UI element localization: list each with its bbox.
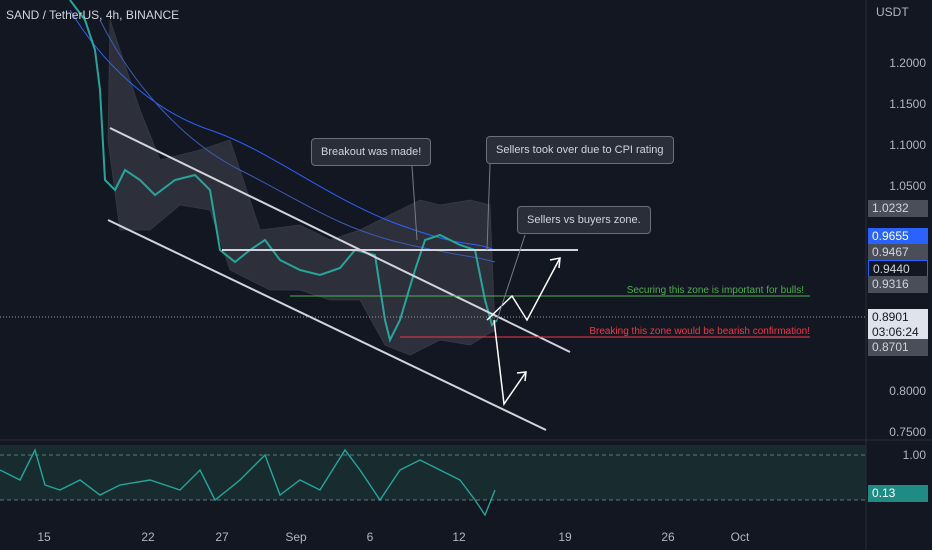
price-tick: 0.7500 <box>889 425 926 439</box>
currency: USDT <box>876 5 909 19</box>
price-line <box>69 0 498 343</box>
callout-pointer <box>411 165 418 241</box>
callout-pointer <box>496 234 526 321</box>
time-tick: 27 <box>215 530 229 544</box>
arrow-head <box>549 257 561 269</box>
time-tick: Oct <box>730 530 750 544</box>
time-tick: 26 <box>661 530 675 544</box>
callout-pointer <box>486 163 491 251</box>
rsi-badge: 0.13 <box>868 485 928 502</box>
annotation: Sellers vs buyers zone. <box>517 206 651 234</box>
price-badge: 1.0232 <box>868 200 928 217</box>
arrow-head <box>516 371 527 382</box>
price-tick: 1.2000 <box>889 56 926 70</box>
annotation: Breakout was made! <box>311 138 432 166</box>
price-badge: 0.9467 <box>868 244 928 261</box>
price-tick: 1.0500 <box>889 179 926 193</box>
bear-arrow <box>493 319 527 407</box>
time-tick: 6 <box>366 530 374 544</box>
price-badge: 0.9655 <box>868 228 928 245</box>
last-price-badge: 0.8901 <box>868 309 928 326</box>
annotation: Sellers took over due to CPI rating <box>486 136 674 164</box>
countdown: 03:06:24 <box>868 324 928 341</box>
rsi-line <box>0 448 496 517</box>
time-tick: 19 <box>558 530 572 544</box>
price-badge: 0.8701 <box>868 339 928 356</box>
channel-lower <box>107 219 547 431</box>
price-tick: 1.1500 <box>889 97 926 111</box>
bull-arrow <box>486 257 561 322</box>
moving-average <box>69 9 496 251</box>
time-tick: 15 <box>37 530 51 544</box>
time-tick: 12 <box>452 530 466 544</box>
annotation: Breaking this zone would be bearish conf… <box>589 326 810 337</box>
symbol-title: SAND / TetherUS, 4h, BINANCE <box>6 8 180 22</box>
rsi-band <box>0 445 866 500</box>
time-tick: 22 <box>141 530 155 544</box>
time-tick: Sep <box>285 530 307 544</box>
moving-average <box>99 19 496 263</box>
price-badge: 0.9316 <box>868 276 928 293</box>
price-tick: 1.1000 <box>889 138 926 152</box>
annotation: Securing this zone is important for bull… <box>626 285 804 296</box>
price-tick: 0.8000 <box>889 384 926 398</box>
rsi-tick: 1.00 <box>902 448 926 462</box>
